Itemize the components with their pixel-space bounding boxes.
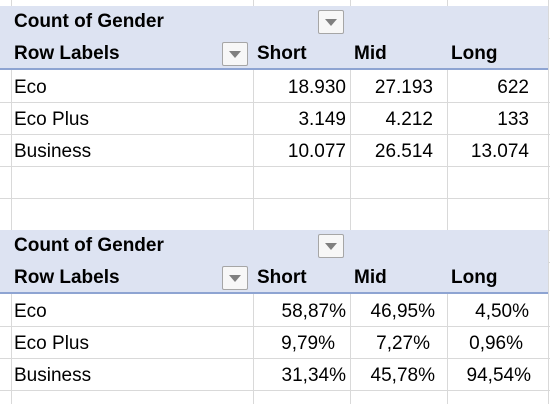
chevron-down-icon bbox=[325, 18, 337, 26]
value-cell[interactable]: 10.077 bbox=[287, 141, 346, 162]
row-labels-filter-button[interactable] bbox=[222, 42, 248, 66]
value-cell[interactable]: 7,27% bbox=[376, 333, 430, 354]
chevron-down-icon bbox=[325, 242, 337, 250]
value-field-label: Count of Gender bbox=[14, 11, 164, 32]
row-label-eco-plus: Eco Plus bbox=[14, 333, 89, 354]
value-cell[interactable]: 3.149 bbox=[298, 109, 346, 130]
row-label-eco-plus: Eco Plus bbox=[14, 109, 89, 130]
chevron-down-icon bbox=[229, 274, 241, 282]
row-label-eco: Eco bbox=[14, 301, 47, 322]
gridline bbox=[0, 166, 550, 167]
column-header-mid: Mid bbox=[354, 43, 387, 64]
gridline bbox=[0, 390, 550, 391]
pivot-header-band bbox=[0, 6, 548, 70]
value-cell[interactable]: 46,95% bbox=[370, 301, 435, 322]
value-cell[interactable]: 58,87% bbox=[281, 301, 346, 322]
value-cell[interactable]: 0,96% bbox=[469, 333, 523, 354]
value-cell[interactable]: 622 bbox=[497, 77, 529, 98]
pivot-header-band bbox=[0, 230, 548, 294]
row-label-business: Business bbox=[14, 365, 92, 386]
pivot-header-underline bbox=[0, 68, 548, 70]
value-cell[interactable]: 45,78% bbox=[370, 365, 435, 386]
gridline bbox=[0, 134, 550, 135]
value-filter-button[interactable] bbox=[318, 234, 344, 258]
row-label-business: Business bbox=[14, 141, 92, 162]
column-header-mid: Mid bbox=[354, 267, 387, 288]
gridline bbox=[548, 0, 549, 404]
gridline bbox=[11, 0, 12, 404]
gridline bbox=[447, 0, 448, 404]
value-cell[interactable]: 4.212 bbox=[385, 109, 433, 130]
value-cell[interactable]: 27.193 bbox=[374, 77, 433, 98]
gridline bbox=[0, 102, 550, 103]
column-header-long: Long bbox=[451, 267, 498, 288]
value-cell[interactable]: 94,54% bbox=[466, 365, 531, 386]
value-field-label: Count of Gender bbox=[14, 235, 164, 256]
value-cell[interactable]: 133 bbox=[497, 109, 529, 130]
row-labels-header: Row Labels bbox=[14, 43, 120, 64]
row-labels-header: Row Labels bbox=[14, 267, 120, 288]
pivot-header-underline bbox=[0, 292, 548, 294]
gridline bbox=[0, 198, 550, 199]
chevron-down-icon bbox=[229, 50, 241, 58]
value-cell[interactable]: 31,34% bbox=[281, 365, 346, 386]
value-cell[interactable]: 13.074 bbox=[470, 141, 529, 162]
gridline bbox=[253, 0, 254, 404]
value-cell[interactable]: 18.930 bbox=[287, 77, 346, 98]
gridline bbox=[350, 0, 351, 404]
row-label-eco: Eco bbox=[14, 77, 47, 98]
value-cell[interactable]: 9,79% bbox=[281, 333, 335, 354]
gridline bbox=[0, 326, 550, 327]
row-labels-filter-button[interactable] bbox=[222, 266, 248, 290]
column-header-short: Short bbox=[257, 43, 307, 64]
value-filter-button[interactable] bbox=[318, 10, 344, 34]
gridline bbox=[0, 358, 550, 359]
column-header-short: Short bbox=[257, 267, 307, 288]
value-cell[interactable]: 26.514 bbox=[374, 141, 433, 162]
value-cell[interactable]: 4,50% bbox=[475, 301, 529, 322]
column-header-long: Long bbox=[451, 43, 498, 64]
